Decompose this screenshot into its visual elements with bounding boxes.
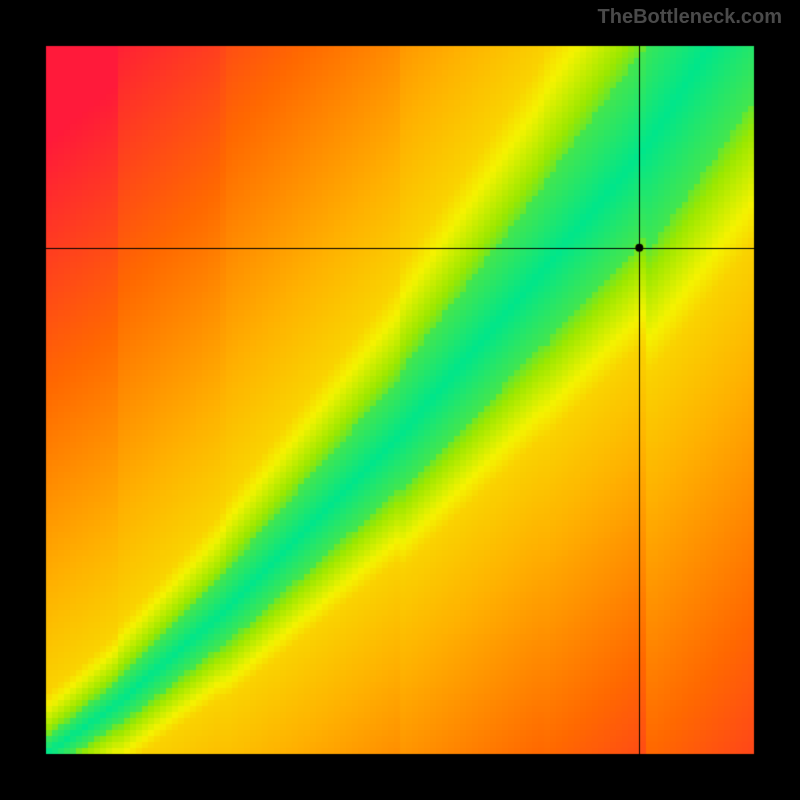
chart-container: TheBottleneck.com: [0, 0, 800, 800]
watermark-text: TheBottleneck.com: [598, 6, 782, 29]
bottleneck-heatmap-canvas: [0, 0, 800, 800]
